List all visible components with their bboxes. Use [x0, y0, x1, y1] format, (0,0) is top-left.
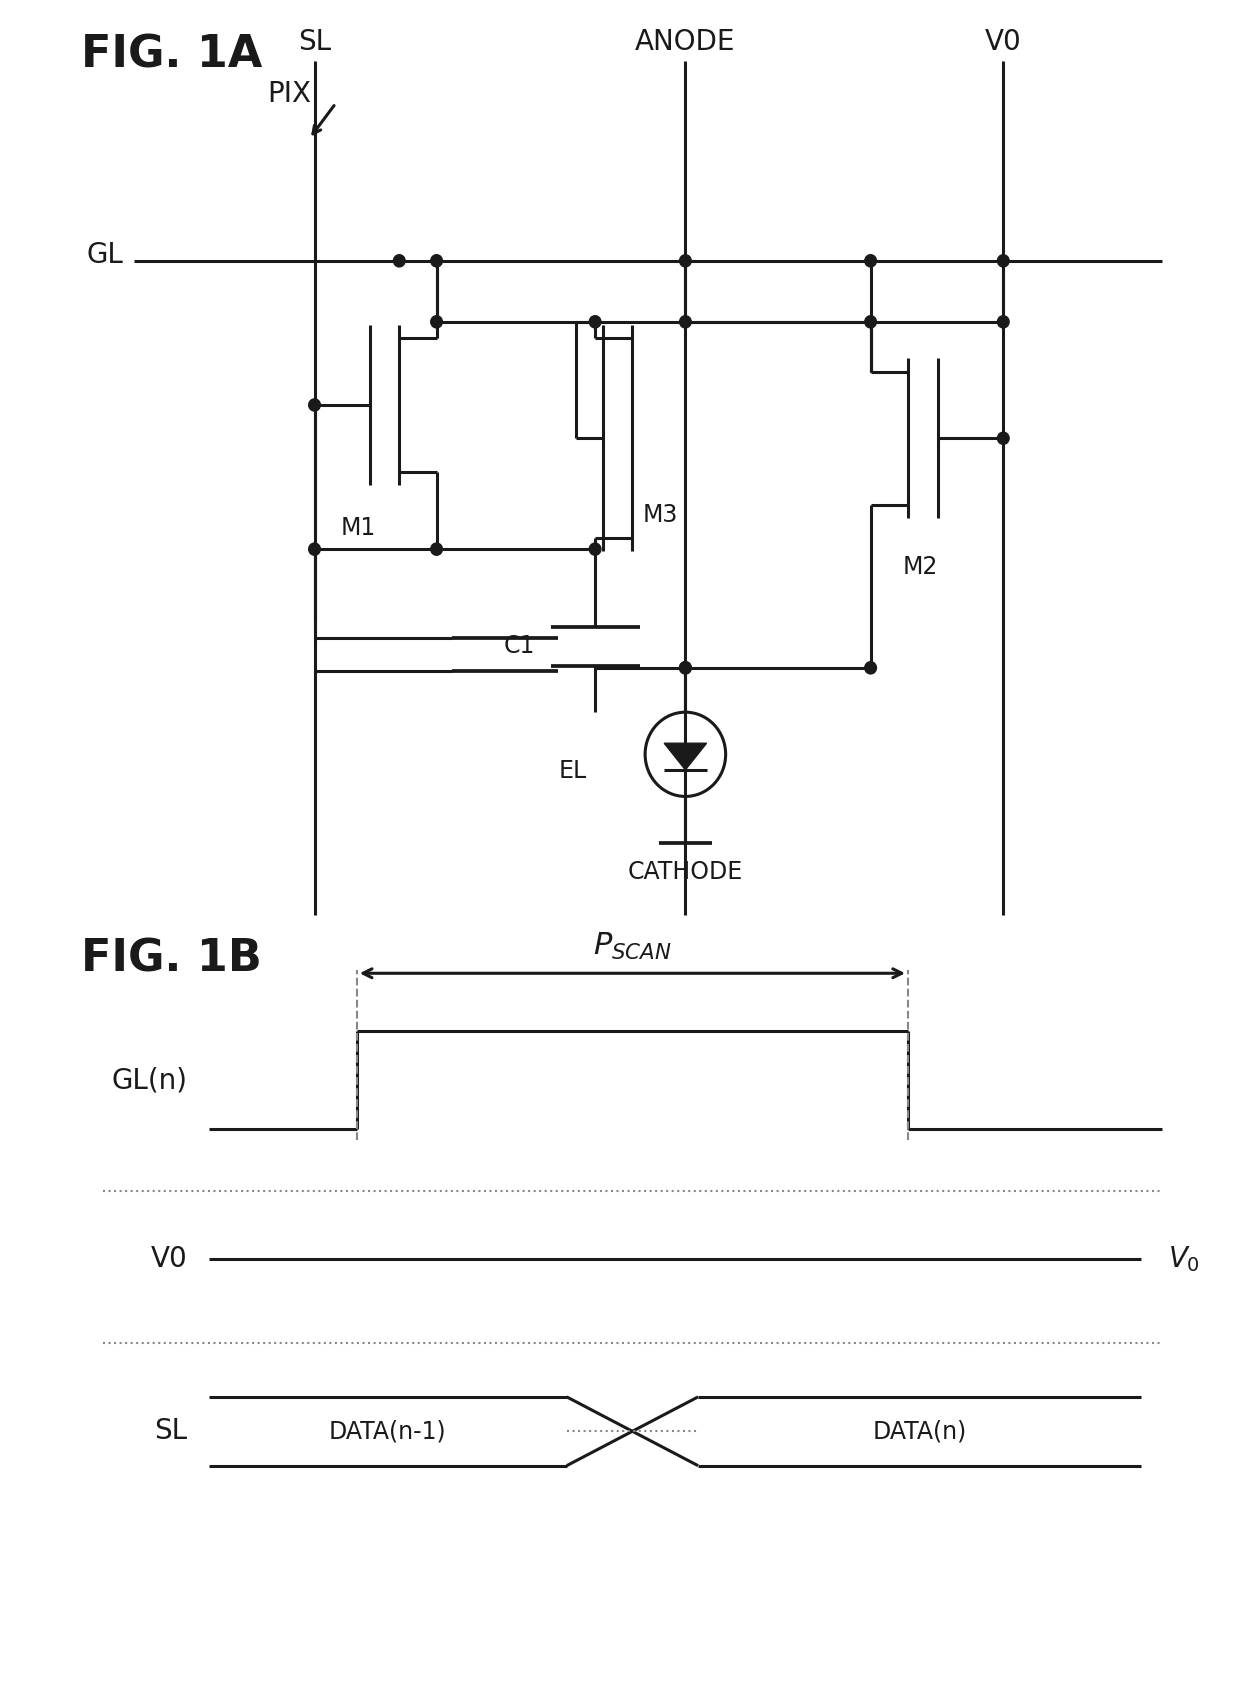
Polygon shape: [665, 743, 707, 770]
Circle shape: [680, 662, 691, 674]
Circle shape: [309, 399, 320, 411]
Text: $V_0$: $V_0$: [1168, 1244, 1199, 1275]
Text: C1: C1: [503, 635, 534, 658]
Circle shape: [864, 662, 877, 674]
Text: PIX: PIX: [267, 81, 311, 108]
Text: DATA(n-1): DATA(n-1): [329, 1420, 446, 1443]
Circle shape: [864, 315, 877, 328]
Circle shape: [430, 542, 443, 556]
Text: SL: SL: [298, 27, 331, 56]
Circle shape: [680, 254, 691, 266]
Text: M2: M2: [903, 554, 937, 579]
Text: DATA(n): DATA(n): [873, 1420, 967, 1443]
Text: $P_{SCAN}$: $P_{SCAN}$: [593, 931, 672, 962]
Text: CATHODE: CATHODE: [627, 859, 743, 884]
Text: FIG. 1A: FIG. 1A: [82, 34, 263, 76]
Text: M1: M1: [341, 515, 376, 541]
Circle shape: [430, 254, 443, 266]
Text: V0: V0: [150, 1244, 187, 1273]
Circle shape: [589, 542, 601, 556]
Circle shape: [393, 254, 405, 266]
Text: EL: EL: [558, 759, 587, 783]
Circle shape: [680, 662, 691, 674]
Circle shape: [997, 315, 1009, 328]
Text: V0: V0: [985, 27, 1022, 56]
Circle shape: [997, 433, 1009, 445]
Text: SL: SL: [154, 1418, 187, 1445]
Circle shape: [430, 315, 443, 328]
Text: FIG. 1B: FIG. 1B: [82, 936, 263, 980]
Circle shape: [309, 542, 320, 556]
Text: ANODE: ANODE: [635, 27, 735, 56]
Text: GL(n): GL(n): [112, 1066, 187, 1095]
Text: GL: GL: [87, 241, 124, 269]
Text: M3: M3: [644, 504, 678, 527]
Circle shape: [680, 315, 691, 328]
Circle shape: [864, 254, 877, 266]
Circle shape: [997, 254, 1009, 266]
Circle shape: [589, 315, 601, 328]
